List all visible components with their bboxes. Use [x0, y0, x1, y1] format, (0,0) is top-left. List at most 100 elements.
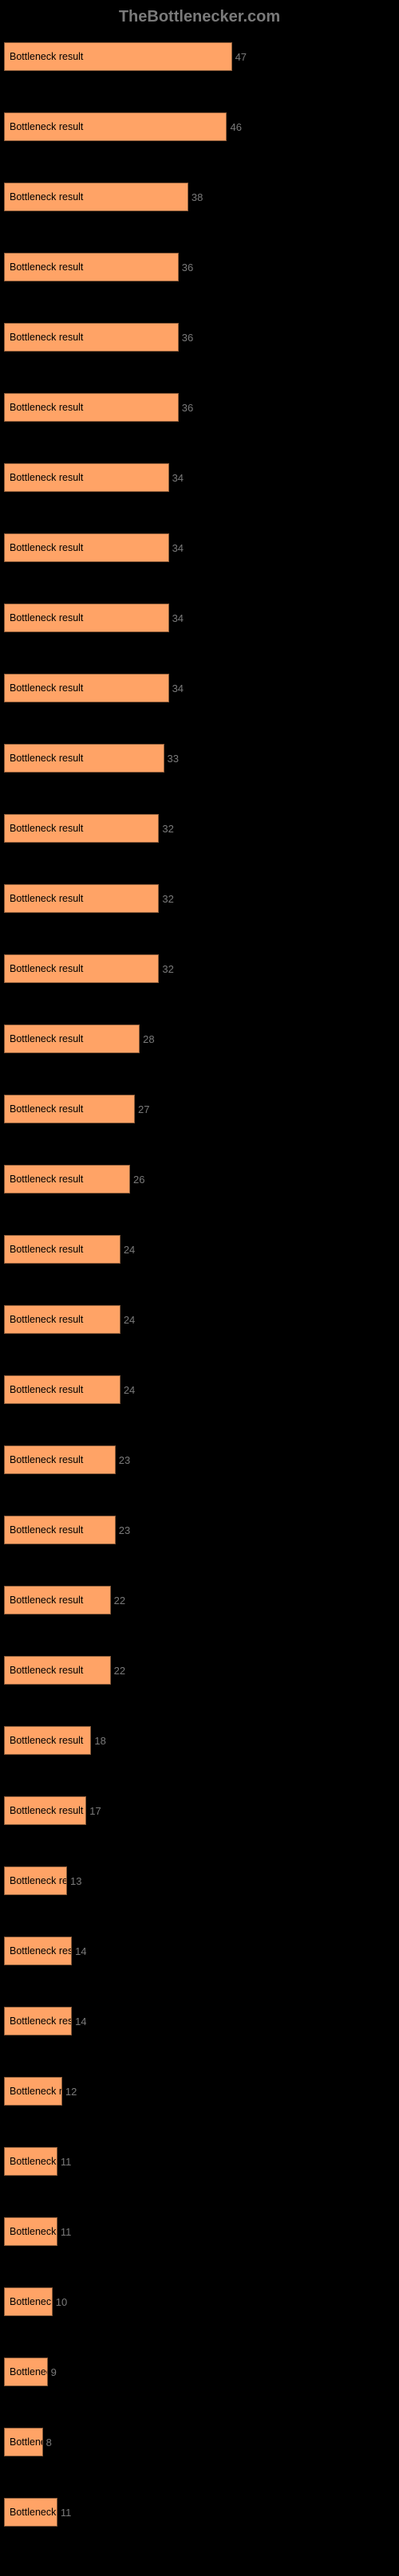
- bar-label: Bottleneck result: [10, 472, 83, 483]
- bar-label: Bottleneck result: [10, 2296, 53, 2307]
- bar-value-label: 13: [70, 1875, 81, 1887]
- bottleneck-bar: Bottleneck result: [4, 884, 159, 913]
- bar-value-label: 18: [94, 1735, 105, 1747]
- bar-value-label: 12: [65, 2086, 77, 2098]
- bar-value-label: 32: [162, 823, 173, 835]
- bottleneck-bar: Bottleneck result: [4, 2358, 48, 2386]
- bottleneck-bar: Bottleneck result: [4, 604, 169, 632]
- bar-value-label: 33: [168, 753, 179, 765]
- bar-label: Bottleneck result: [10, 1174, 83, 1185]
- bar-value-label: 11: [61, 2507, 72, 2519]
- bar-value-label: 26: [133, 1174, 144, 1186]
- bar-label: Bottleneck result: [10, 1314, 83, 1325]
- bar-label: Bottleneck result: [10, 1735, 83, 1746]
- bar-row: Bottleneck result 11: [4, 2498, 395, 2527]
- bar-value-label: 24: [124, 1384, 135, 1396]
- bar-value-label: 10: [56, 2296, 67, 2308]
- bottleneck-bar: Bottleneck result: [4, 1165, 130, 1194]
- bar-label: Bottleneck result: [10, 2366, 48, 2377]
- bar-row: Bottleneck result 18: [4, 1726, 395, 1755]
- bar-label: Bottleneck result: [10, 2086, 62, 2097]
- bottleneck-bar: Bottleneck result: [4, 1796, 86, 1825]
- bottleneck-bar: Bottleneck result: [4, 2077, 62, 2106]
- bar-row: Bottleneck result36: [4, 393, 395, 422]
- bar-row: Bottleneck result12: [4, 2077, 395, 2106]
- bottleneck-bar: Bottleneck result: [4, 2217, 57, 2246]
- bar-row: Bottleneck result24: [4, 1375, 395, 1404]
- bottleneck-bar: Bottleneck result: [4, 1937, 72, 1965]
- bar-row: Bottleneck result47: [4, 42, 395, 71]
- bar-row: Bottleneck result 24: [4, 1305, 395, 1334]
- bar-value-label: 22: [114, 1595, 125, 1607]
- bar-label: Bottleneck result: [10, 823, 83, 834]
- bar-label: Bottleneck result: [10, 1524, 83, 1536]
- bar-value-label: 34: [172, 472, 184, 484]
- bar-row: Bottleneck result 23: [4, 1516, 395, 1544]
- bar-value-label: 23: [119, 1454, 130, 1466]
- bar-value-label: 22: [114, 1665, 125, 1677]
- bottleneck-bar: Bottleneck result: [4, 323, 179, 352]
- bar-label: Bottleneck result: [10, 121, 83, 132]
- bar-row: Bottleneck result13: [4, 1866, 395, 1895]
- bar-value-label: 24: [124, 1314, 135, 1326]
- bottleneck-bar: Bottleneck result: [4, 112, 227, 141]
- bar-row: Bottleneck result 22: [4, 1586, 395, 1614]
- bottleneck-bar: Bottleneck result: [4, 2428, 43, 2456]
- bar-row: Bottleneck result8: [4, 2428, 395, 2456]
- bottleneck-bar: Bottleneck result: [4, 1235, 120, 1264]
- bar-label: Bottleneck result: [10, 262, 83, 273]
- bar-value-label: 11: [61, 2156, 72, 2168]
- bar-row: Bottleneck result 24: [4, 1235, 395, 1264]
- bottleneck-bar: Bottleneck result: [4, 1516, 116, 1544]
- bar-label: Bottleneck result: [10, 1595, 83, 1606]
- bottleneck-bar: Bottleneck result: [4, 674, 169, 702]
- bottleneck-bar: Bottleneck result: [4, 2498, 57, 2527]
- bar-row: Bottleneck result 32: [4, 814, 395, 843]
- bar-value-label: 28: [143, 1033, 154, 1045]
- site-header: TheBottlenecker.com: [0, 8, 399, 26]
- bar-row: Bottleneck result17: [4, 1796, 395, 1825]
- bar-row: Bottleneck result 36: [4, 253, 395, 281]
- bottleneck-bar: Bottleneck result: [4, 2007, 72, 2035]
- bottleneck-bar: Bottleneck result: [4, 183, 188, 211]
- bar-row: Bottleneck result 28: [4, 1025, 395, 1053]
- bar-label: Bottleneck result: [10, 1454, 83, 1465]
- bottleneck-bar: Bottleneck result: [4, 533, 169, 562]
- bar-row: Bottleneck result 26: [4, 1165, 395, 1194]
- bar-row: Bottleneck result14: [4, 2007, 395, 2035]
- bottleneck-bar: Bottleneck result: [4, 814, 159, 843]
- bar-label: Bottleneck result: [10, 2016, 72, 2027]
- bottleneck-bar: Bottleneck result: [4, 463, 169, 492]
- bottleneck-bar: Bottleneck result: [4, 2147, 57, 2176]
- bar-row: Bottleneck result 33: [4, 744, 395, 773]
- bar-label: Bottleneck result: [10, 753, 83, 764]
- bar-label: Bottleneck result: [10, 2436, 43, 2448]
- bar-row: Bottleneck result 22: [4, 1656, 395, 1685]
- bar-value-label: 36: [182, 332, 193, 344]
- bar-row: Bottleneck result34: [4, 604, 395, 632]
- bar-value-label: 36: [182, 402, 193, 414]
- bar-row: Bottleneck result 23: [4, 1445, 395, 1474]
- bar-value-label: 34: [172, 682, 184, 694]
- bar-label: Bottleneck result: [10, 1805, 83, 1816]
- bar-value-label: 23: [119, 1524, 130, 1536]
- bar-row: Bottleneck result32: [4, 884, 395, 913]
- bar-label: Bottleneck result: [10, 332, 83, 343]
- bottleneck-bar: Bottleneck result: [4, 1095, 135, 1123]
- bar-value-label: 34: [172, 542, 184, 554]
- bar-label: Bottleneck result: [10, 542, 83, 553]
- bottleneck-chart: Bottleneck result47Bottleneck result46Bo…: [0, 42, 399, 2527]
- bar-label: Bottleneck result: [10, 682, 83, 694]
- bar-label: Bottleneck result: [10, 1033, 83, 1044]
- bottleneck-bar: Bottleneck result: [4, 1726, 91, 1755]
- bar-value-label: 24: [124, 1244, 135, 1256]
- bar-label: Bottleneck result: [10, 893, 83, 904]
- bar-value-label: 14: [75, 1945, 86, 1957]
- bottleneck-bar: Bottleneck result: [4, 42, 232, 71]
- bar-label: Bottleneck result: [10, 1665, 83, 1676]
- bar-row: Bottleneck result27: [4, 1095, 395, 1123]
- bar-value-label: 36: [182, 262, 193, 273]
- bottleneck-bar: Bottleneck result: [4, 1866, 67, 1895]
- bar-row: Bottleneck result11: [4, 2217, 395, 2246]
- bar-row: Bottleneck result9: [4, 2358, 395, 2386]
